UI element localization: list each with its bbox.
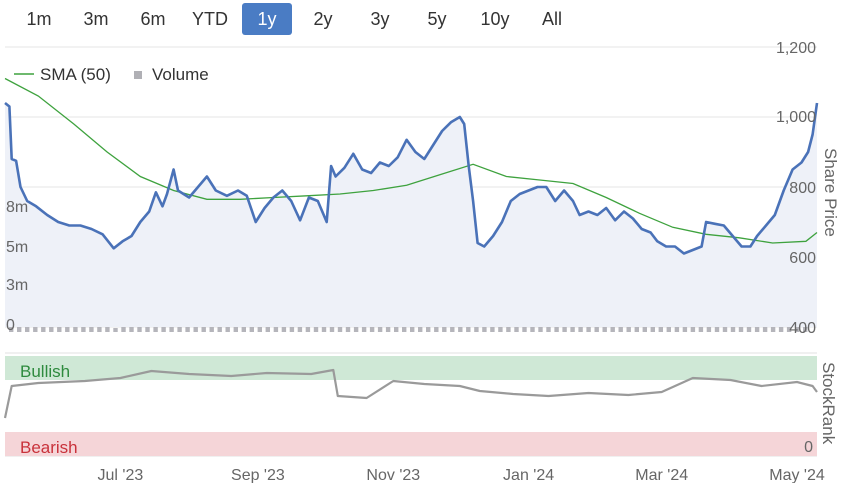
volume-bar: [73, 326, 78, 332]
volume-bar: [746, 325, 752, 332]
volume-bar: [193, 325, 198, 332]
bearish-band: [5, 432, 817, 456]
volume-bar: [450, 324, 455, 332]
bullish-band: [5, 356, 817, 380]
date-tick-label: Sep '23: [231, 467, 285, 483]
stockrank-panel: Bullish Bearish 0 StockRank: [3, 356, 838, 457]
volume-tick-label: 0: [6, 317, 15, 334]
volume-bar: [474, 325, 479, 332]
volume-bar: [426, 326, 431, 332]
volume-legend-label: Volume: [152, 65, 209, 84]
stockrank-line: [3, 368, 818, 419]
price-axis-title: Share Price: [821, 148, 840, 237]
price-tick-label: 1,200: [776, 40, 816, 57]
volume-bar: [754, 324, 760, 332]
volume-bar: [795, 324, 800, 332]
volume-bar: [177, 326, 182, 332]
legend: SMA (50) Volume: [14, 65, 209, 84]
volume-bar: [618, 324, 623, 332]
volume-bar: [466, 322, 471, 332]
volume-bar: [690, 325, 696, 332]
range-selector: 1m 3m 6m YTD 1y 2y 3y 5y 10y All: [0, 0, 846, 40]
volume-bar: [9, 324, 14, 332]
date-tick-label: May '24: [769, 467, 825, 483]
volume-bar: [233, 325, 238, 332]
volume-bar: [33, 325, 38, 332]
stockrank-tick-label: 0: [804, 439, 813, 456]
bearish-label: Bearish: [20, 438, 78, 457]
bullish-label: Bullish: [20, 362, 70, 381]
date-tick-label: Jan '24: [503, 467, 554, 483]
price-tick-label: 800: [789, 180, 816, 197]
volume-bar: [345, 322, 351, 332]
volume-bar: [249, 322, 254, 332]
volume-bar: [297, 322, 303, 332]
volume-bar: [353, 326, 359, 332]
range-ytd-button[interactable]: YTD: [192, 9, 228, 29]
volume-tick-label: 3m: [6, 277, 28, 294]
price-area-fill: [5, 103, 817, 327]
volume-bar: [418, 324, 423, 332]
volume-bar: [402, 322, 407, 332]
stockrank-axis-title: StockRank: [819, 362, 838, 445]
date-tick-label: Mar '24: [635, 467, 688, 483]
volume-bar: [594, 325, 599, 332]
volume-bar: [185, 322, 190, 332]
volume-bar: [394, 325, 399, 332]
volume-bar: [666, 324, 671, 332]
sma-line: [4, 77, 818, 244]
range-3y-button[interactable]: 3y: [370, 9, 390, 29]
volume-bar: [634, 325, 639, 332]
volume-bar: [49, 322, 54, 332]
range-5y-button[interactable]: 5y: [427, 9, 447, 29]
volume-bar: [762, 322, 768, 332]
volume-bar: [225, 324, 230, 332]
volume-bar: [145, 325, 150, 332]
range-2y-button[interactable]: 2y: [313, 9, 333, 29]
price-tick-label: 600: [789, 250, 816, 267]
sma-legend-label: SMA (50): [40, 65, 111, 84]
volume-bar: [642, 326, 647, 332]
price-axis: 1,200 1,000 800 600 400: [776, 40, 816, 337]
date-axis: Jul '23 Sep '23 Nov '23 Jan '24 Mar '24 …: [98, 467, 825, 483]
volume-bar: [121, 324, 126, 332]
volume-tick-label: 5m: [6, 239, 28, 256]
range-1m-button[interactable]: 1m: [26, 9, 52, 29]
volume-bar: [722, 324, 728, 332]
volume-bar: [97, 325, 102, 332]
price-tick-label: 1,000: [776, 109, 816, 126]
range-1y-button[interactable]: 1y: [242, 3, 292, 35]
volume-bar: [490, 324, 495, 332]
volume-axis: 8m 5m 3m 0: [6, 199, 28, 334]
range-all-button[interactable]: All: [541, 9, 562, 29]
volume-bar: [113, 328, 118, 332]
date-tick-label: Nov '23: [366, 467, 420, 483]
range-10y-button[interactable]: 10y: [480, 9, 510, 29]
price-line: [4, 101, 819, 255]
range-3m-button[interactable]: 3m: [83, 9, 109, 29]
volume-bar: [610, 322, 615, 332]
date-tick-label: Jul '23: [98, 467, 144, 483]
volume-bar: [65, 324, 70, 332]
volume-bar: [714, 322, 720, 332]
volume-tick-label: 8m: [6, 199, 28, 216]
volume-bar: [329, 325, 335, 332]
volume-bar: [265, 324, 270, 332]
volume-bar: [169, 324, 174, 332]
volume-bar: [105, 322, 110, 332]
volume-bar: [778, 325, 784, 332]
volume-bar: [369, 324, 375, 332]
volume-legend-icon: [134, 71, 142, 79]
price-tick-label: 400: [789, 320, 816, 337]
volume-bar: [321, 324, 327, 332]
volume-bar: [586, 324, 591, 332]
volume-bar: [658, 322, 663, 332]
volume-bar: [289, 325, 295, 332]
range-6m-button[interactable]: 6m: [140, 9, 166, 29]
